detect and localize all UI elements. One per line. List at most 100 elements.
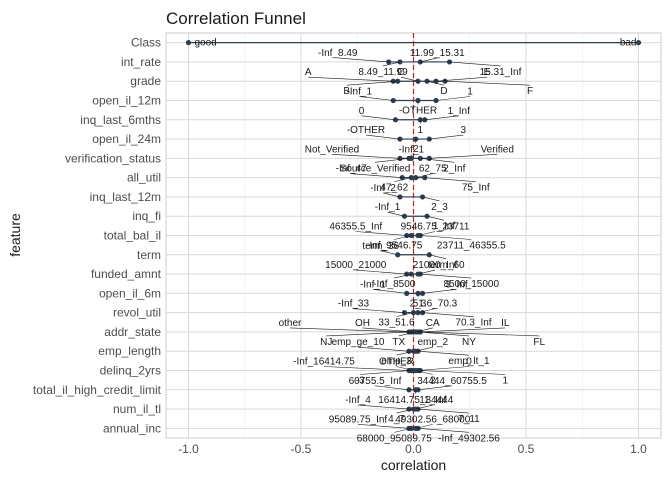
- point-label: 9546.75_23711: [401, 222, 470, 233]
- label-leader: [422, 196, 440, 202]
- label-leader: [398, 331, 416, 337]
- point-label: -Inf_1: [360, 279, 386, 290]
- point-label: 34444_60755.5: [417, 376, 487, 387]
- point-label: 1: [502, 376, 508, 387]
- point-label: -Inf_8.49: [318, 48, 358, 59]
- data-point: [424, 213, 430, 219]
- label-leader: [394, 273, 412, 279]
- point-label: emp_3: [381, 356, 412, 367]
- point-label: emp_2: [417, 337, 448, 348]
- label-leader: [449, 61, 501, 67]
- point-label: 0: [359, 106, 365, 117]
- label-leader: [382, 192, 401, 198]
- y-tick-label: revol_util: [113, 306, 161, 320]
- point-label: -3: [356, 376, 365, 387]
- label-leader: [417, 408, 470, 414]
- label-leader: [346, 80, 398, 86]
- point-label: emp_ge_10: [332, 337, 385, 348]
- label-leader: [394, 177, 412, 182]
- chart-title: Correlation Funnel: [166, 9, 306, 28]
- label-leader: [326, 331, 412, 337]
- y-tick-label: Class: [131, 36, 161, 50]
- label-leader: [353, 308, 405, 313]
- point-label: emp_lt_1: [448, 356, 490, 367]
- y-tick-label: total_il_high_credit_limit: [33, 383, 162, 397]
- label-leader: [372, 289, 407, 294]
- label-leader: [420, 370, 506, 375]
- y-tick-label: grade: [130, 74, 161, 88]
- y-tick-label: verification_status: [65, 151, 161, 165]
- point-label: F: [527, 86, 533, 97]
- y-tick-label: open_il_24m: [92, 132, 161, 146]
- label-leader: [417, 385, 453, 391]
- label-leader: [396, 366, 414, 371]
- point-label: 1_Inf: [448, 106, 470, 117]
- point-label: bad: [620, 38, 637, 49]
- label-leader: [355, 269, 407, 275]
- point-label: -Inf_1: [398, 144, 424, 155]
- label-leader: [429, 154, 498, 159]
- label-leader: [323, 366, 410, 371]
- label-leader: [361, 115, 396, 121]
- label-leader: [360, 370, 412, 375]
- point-label: 15000_21000: [325, 260, 387, 271]
- point-label: 3_Inf: [445, 279, 467, 290]
- point-label: 1_Inf: [433, 221, 455, 232]
- label-leader: [308, 76, 394, 82]
- point-label: -OTHER: [347, 125, 385, 136]
- label-leader: [387, 211, 405, 217]
- point-label: 15.31_Inf: [480, 67, 522, 78]
- label-leader: [415, 424, 433, 429]
- label-leader: [415, 370, 433, 375]
- y-axis-title: feature: [7, 213, 23, 257]
- point-label: term_60: [428, 260, 465, 271]
- point-label: 0: [466, 357, 472, 368]
- point-label: 2_3: [410, 298, 427, 309]
- label-leader: [420, 57, 438, 63]
- label-leader: [415, 327, 433, 333]
- y-tick-label: funded_amnt: [91, 267, 162, 281]
- label-leader: [424, 115, 459, 121]
- x-tick-label: -1.0: [178, 442, 199, 456]
- y-tick-label: int_rate: [121, 55, 161, 69]
- point-label: -Inf_33: [338, 299, 370, 310]
- label-leader: [420, 235, 472, 240]
- label-leader: [337, 57, 389, 63]
- point-label: 2_3: [431, 202, 448, 213]
- point-label: 16414.75_34444: [378, 395, 454, 406]
- point-label: 46355.5_Inf: [329, 222, 382, 233]
- point-label: 47_62: [380, 183, 408, 194]
- point-label: 75_Inf: [462, 183, 490, 194]
- point-label: 33_51.6: [378, 318, 415, 329]
- point-label: -OTHER: [399, 106, 437, 117]
- point-label: -Inf_47: [336, 164, 368, 175]
- label-leader: [444, 80, 531, 86]
- point-label: 11_Inf: [419, 395, 446, 406]
- label-leader: [426, 80, 445, 86]
- label-leader: [424, 177, 476, 182]
- label-leader: [417, 231, 436, 236]
- point-label: NJ: [320, 337, 332, 348]
- point-label: NY: [462, 337, 476, 348]
- point-label: 49302.56_68000: [395, 414, 471, 425]
- data-point: [635, 40, 642, 46]
- point-label: A: [305, 67, 312, 78]
- label-leader: [400, 76, 419, 82]
- point-label: 3: [460, 125, 466, 136]
- point-label: 7_11: [458, 414, 480, 425]
- label-leader: [357, 346, 410, 352]
- point-label: 1: [467, 87, 473, 98]
- label-leader: [357, 404, 410, 410]
- y-tick-label: all_util: [127, 171, 161, 185]
- data-point: [413, 136, 419, 142]
- data-point: [185, 40, 192, 46]
- point-label: FL: [533, 337, 545, 348]
- label-leader: [420, 331, 540, 337]
- y-tick-label: emp_length: [98, 344, 161, 358]
- label-leader: [351, 173, 403, 178]
- point-label: Not_Verified: [305, 144, 359, 155]
- point-label: good: [195, 38, 217, 49]
- label-leader: [420, 158, 455, 163]
